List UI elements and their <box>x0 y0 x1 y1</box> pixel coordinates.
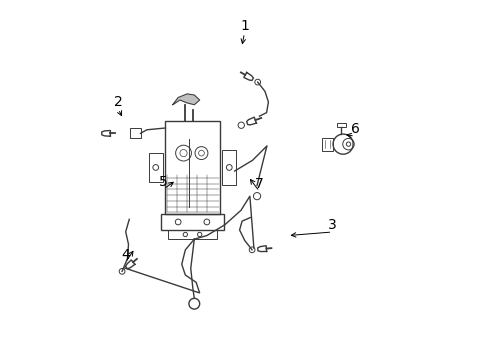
Bar <box>222 149 236 185</box>
Text: 6: 6 <box>350 122 359 136</box>
Text: 5: 5 <box>159 175 168 189</box>
Text: 7: 7 <box>255 177 264 191</box>
Bar <box>336 123 346 127</box>
Text: 3: 3 <box>327 218 336 232</box>
Bar <box>168 230 216 239</box>
Text: 2: 2 <box>114 95 122 109</box>
Bar <box>164 121 220 214</box>
Bar <box>321 138 333 150</box>
Bar <box>161 214 224 230</box>
Text: 1: 1 <box>240 19 248 33</box>
Polygon shape <box>172 94 199 105</box>
Text: 4: 4 <box>121 248 129 262</box>
Bar <box>148 153 163 182</box>
Bar <box>130 129 140 138</box>
